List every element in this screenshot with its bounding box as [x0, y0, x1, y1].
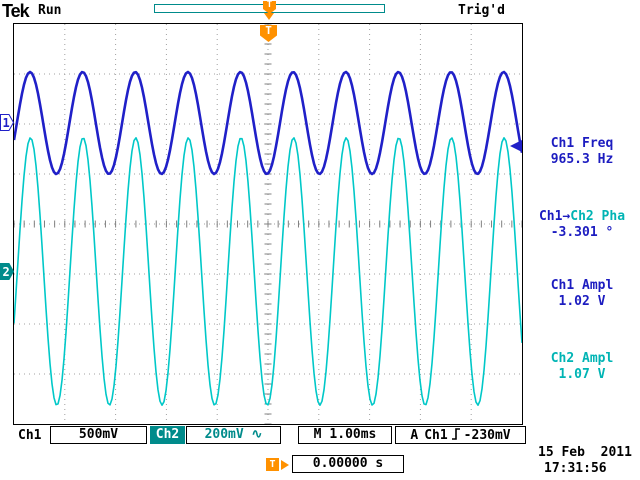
measurement-readouts: Ch1 Freq 965.3 Hz Ch1→Ch2 Pha -3.301 ° Ch1 A…	[524, 0, 640, 424]
measurement-label: Ch1→Ch2 Pha	[538, 209, 626, 224]
measurement-label: Ch1 Freq	[550, 136, 614, 151]
trigger-level-value: -230mV	[463, 428, 511, 443]
ch1-marker-shape	[0, 114, 14, 131]
trigger-source: Ch1	[424, 428, 448, 443]
ch1-waveform	[14, 70, 522, 176]
trigger-status: Trig'd	[458, 3, 505, 18]
trigger-time-arrow-icon	[281, 460, 289, 470]
ch1-marker-label: 1	[3, 116, 10, 130]
timebase-value: 1.00ms	[329, 427, 377, 442]
trigger-readout: A Ch1 -230mV	[395, 426, 526, 444]
ch2-waveform	[14, 137, 522, 407]
measurement-readout: Ch2 Ampl 1.07 V	[524, 351, 640, 383]
rising-edge-icon	[451, 428, 460, 440]
measurement-readout: Ch1 Freq 965.3 Hz	[524, 136, 640, 168]
trigger-position-marker: T	[263, 1, 276, 14]
timebase-readout: M 1.00ms	[298, 426, 392, 444]
waveform-display	[14, 24, 522, 424]
trigger-time-readout: 0.00000 s	[292, 455, 404, 473]
trigger-mode-label: A	[410, 428, 419, 443]
ch2-marker-shape	[0, 263, 14, 280]
measurement-label: Ch2 Ampl	[550, 351, 614, 366]
ch1-scale-readout: 500mV	[50, 426, 147, 444]
acquisition-state: Run	[38, 3, 62, 18]
ch2-position-marker: 2	[0, 263, 14, 280]
ch1-label: Ch1	[18, 428, 42, 443]
ch2-coupling-icon: ∿	[251, 427, 263, 442]
ch2-marker-label: 2	[3, 265, 10, 279]
trigger-time-marker: T	[266, 458, 279, 471]
trigger-position-marker-stem	[264, 13, 274, 20]
brand-logo: Tek	[2, 1, 30, 21]
ch1-position-marker: 1	[0, 114, 14, 131]
measurement-value: 965.3 Hz	[550, 152, 614, 167]
trigger-level-marker	[510, 140, 522, 152]
center-axis-ticks	[14, 24, 522, 424]
time-readout: 17:31:56	[544, 461, 607, 476]
measurement-value: 1.07 V	[558, 367, 606, 382]
measurement-value: -3.301 °	[550, 225, 614, 240]
measurement-readout: Ch1→Ch2 Pha -3.301 °	[524, 209, 640, 241]
measurement-readout: Ch1 Ampl 1.02 V	[524, 278, 640, 310]
ch2-scale-value: 200mV	[204, 427, 244, 442]
trigger-point-marker: T	[260, 25, 277, 42]
ch2-scale-readout: 200mV ∿	[186, 426, 281, 444]
date-readout: 15 Feb 2011	[538, 445, 632, 460]
ch2-label: Ch2	[150, 426, 185, 444]
timebase-label: M	[313, 427, 322, 442]
measurement-value: 1.02 V	[558, 294, 606, 309]
measurement-label: Ch1 Ampl	[550, 278, 614, 293]
graticule	[13, 23, 523, 425]
